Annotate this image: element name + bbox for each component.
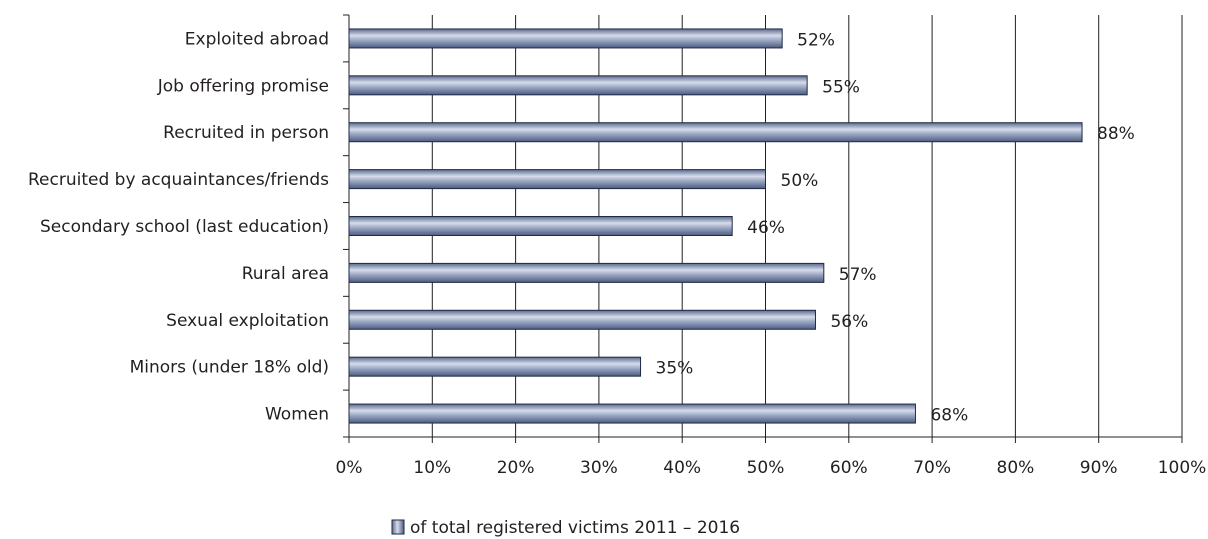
data-label: 57%	[839, 265, 877, 285]
bars	[348, 28, 1083, 424]
category-label: Secondary school (last education)	[40, 217, 329, 237]
bar	[348, 122, 1083, 143]
bar	[348, 403, 916, 424]
data-label: 55%	[822, 77, 860, 97]
category-label: Exploited abroad	[185, 29, 329, 49]
data-labels: 52% 55% 88% 50% 46% 57% 56% 35% 68%	[656, 30, 1135, 425]
category-label: Minors (under 18% old)	[130, 358, 329, 378]
x-tick-label: 70%	[913, 458, 951, 478]
bar	[348, 262, 825, 283]
data-label: 50%	[781, 171, 819, 191]
bar	[348, 356, 642, 377]
x-tick-label: 50%	[747, 458, 785, 478]
data-label: 52%	[797, 30, 835, 50]
x-tick-label: 80%	[997, 458, 1035, 478]
x-tick-label: 0%	[336, 458, 363, 478]
data-label: 56%	[830, 312, 868, 332]
data-label: 68%	[930, 406, 968, 426]
category-label: Rural area	[242, 264, 329, 284]
x-tick-labels: 0% 10% 20% 30% 40% 50% 60% 70% 80% 90% 100%	[336, 458, 1207, 478]
x-tick-label: 10%	[413, 458, 451, 478]
bar	[348, 28, 783, 49]
x-tick-label: 20%	[497, 458, 535, 478]
data-label: 88%	[1097, 124, 1135, 144]
category-label: Recruited in person	[163, 123, 329, 143]
x-tick-label: 40%	[663, 458, 701, 478]
x-tick-label: 60%	[830, 458, 868, 478]
category-label: Job offering promise	[157, 76, 329, 96]
data-label: 35%	[656, 359, 694, 379]
bar	[348, 309, 816, 330]
legend: of total registered victims 2011 – 2016	[391, 518, 740, 538]
x-tick-label: 90%	[1080, 458, 1118, 478]
category-label: Recruited by acquaintances/friends	[28, 170, 329, 190]
bar	[348, 169, 766, 190]
legend-swatch	[391, 519, 405, 535]
data-label: 46%	[747, 218, 785, 238]
x-tick-label: 30%	[580, 458, 618, 478]
category-labels: Exploited abroad Job offering promise Recr…	[28, 29, 329, 424]
bar	[348, 75, 808, 96]
category-label: Women	[265, 405, 329, 425]
x-tick-label: 100%	[1158, 458, 1207, 478]
legend-label: of total registered victims 2011 – 2016	[410, 518, 740, 538]
category-label: Sexual exploitation	[166, 311, 329, 331]
bar	[348, 216, 733, 236]
